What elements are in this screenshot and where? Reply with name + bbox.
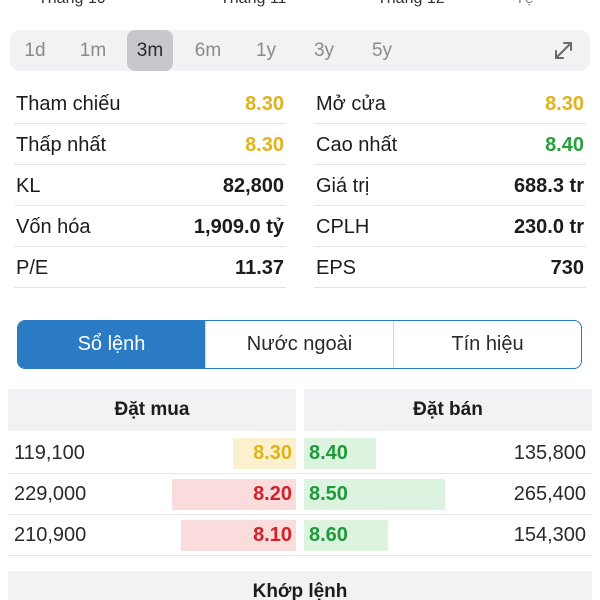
stat-label: Thấp nhất <box>16 134 107 156</box>
stats-row: Tham chiếu 8.30 Mở cửa 8.30 <box>0 84 600 125</box>
order-book-row[interactable]: 229,000 8.20 8.50 265,400 <box>0 475 600 515</box>
sell-depth-bar <box>304 520 388 551</box>
stat-label: CPLH <box>316 216 370 238</box>
sell-volume: 154,300 <box>513 524 586 546</box>
stats-row: P/E 11.37 EPS 730 <box>0 248 600 289</box>
stat-value-traded: Giá trị 688.3 tr <box>314 166 586 206</box>
sell-price: 8.50 <box>309 483 348 505</box>
chart-month-axis: Tháng 10 Tháng 11 Tháng 12 Tệ <box>0 0 600 10</box>
time-range-selector: 1d 1m 3m 6m 1y 3y 5y <box>10 30 590 71</box>
stat-volume: KL 82,800 <box>14 166 286 206</box>
sell-orders-header: Đặt bán <box>304 389 592 431</box>
tab-order-book[interactable]: Sổ lệnh <box>18 321 205 368</box>
month-label: Tháng 11 <box>220 0 286 8</box>
row-divider <box>8 514 592 515</box>
stat-high: Cao nhất 8.40 <box>314 125 586 165</box>
stat-value: 8.30 <box>245 134 284 156</box>
stat-value: 688.3 tr <box>513 175 584 197</box>
stat-label: Tham chiếu <box>16 93 121 115</box>
buy-depth-bar <box>181 520 296 551</box>
sell-price: 8.60 <box>309 524 348 546</box>
tab-signals[interactable]: Tín hiệu <box>393 321 581 368</box>
range-3y-button[interactable]: 3y <box>313 40 335 61</box>
buy-price: 8.10 <box>253 524 292 546</box>
sell-depth-bar <box>304 438 376 469</box>
range-1d-button[interactable]: 1d <box>24 40 46 61</box>
stat-label: KL <box>16 175 41 197</box>
stat-low: Thấp nhất 8.30 <box>14 125 286 165</box>
buy-orders-header: Đặt mua <box>8 389 296 431</box>
buy-price: 8.30 <box>253 442 292 464</box>
range-5y-button[interactable]: 5y <box>371 40 393 61</box>
stat-label: P/E <box>16 257 49 279</box>
stat-shares-outstanding: CPLH 230.0 tr <box>314 207 586 247</box>
stat-label: Giá trị <box>316 175 370 197</box>
stat-value: 1,909.0 tỷ <box>193 216 284 238</box>
row-divider <box>8 473 592 474</box>
stat-value: 8.30 <box>545 93 584 115</box>
month-label: Tháng 12 <box>377 0 445 8</box>
stat-reference: Tham chiếu 8.30 <box>14 84 286 124</box>
stat-value: 8.30 <box>245 93 284 115</box>
stats-row: KL 82,800 Giá trị 688.3 tr <box>0 166 600 207</box>
stat-open: Mở cửa 8.30 <box>314 84 586 124</box>
stat-label: Vốn hóa <box>16 216 91 238</box>
stat-value: 11.37 <box>235 257 284 279</box>
stat-pe: P/E 11.37 <box>14 248 286 288</box>
row-divider <box>8 555 592 556</box>
expand-arrows-icon[interactable] <box>553 40 574 61</box>
order-tabs: Sổ lệnh Nước ngoài Tín hiệu <box>17 320 582 369</box>
month-label: Tháng 10 <box>38 0 106 8</box>
range-6m-button[interactable]: 6m <box>194 40 222 61</box>
order-book-row[interactable]: 210,900 8.10 8.60 154,300 <box>0 516 600 556</box>
matched-orders-header: Khớp lệnh <box>8 571 592 600</box>
stat-label: EPS <box>316 257 357 279</box>
sell-price: 8.40 <box>309 442 348 464</box>
stat-value: 230.0 tr <box>513 216 584 238</box>
buy-depth-bar <box>172 479 296 510</box>
buy-depth-bar <box>233 438 296 469</box>
range-1y-button[interactable]: 1y <box>255 40 277 61</box>
sell-volume: 265,400 <box>513 483 586 505</box>
sell-depth-bar <box>304 479 445 510</box>
buy-volume: 119,100 <box>14 442 85 464</box>
stat-value: 82,800 <box>222 175 284 197</box>
stat-market-cap: Vốn hóa 1,909.0 tỷ <box>14 207 286 247</box>
stats-row: Vốn hóa 1,909.0 tỷ CPLH 230.0 tr <box>0 207 600 248</box>
stat-value: 730 <box>550 257 584 279</box>
month-label: Tệ <box>515 0 534 8</box>
stat-label: Mở cửa <box>316 93 386 115</box>
buy-volume: 210,900 <box>14 524 87 546</box>
stats-row: Thấp nhất 8.30 Cao nhất 8.40 <box>0 125 600 166</box>
range-1m-button[interactable]: 1m <box>79 40 107 61</box>
stat-eps: EPS 730 <box>314 248 586 288</box>
buy-volume: 229,000 <box>14 483 87 505</box>
tab-foreign[interactable]: Nước ngoài <box>205 321 393 368</box>
stat-label: Cao nhất <box>316 134 398 156</box>
range-3m-button[interactable]: 3m <box>127 30 173 71</box>
sell-volume: 135,800 <box>513 442 586 464</box>
order-book-row[interactable]: 119,100 8.30 8.40 135,800 <box>0 434 600 474</box>
buy-price: 8.20 <box>253 483 292 505</box>
stat-value: 8.40 <box>545 134 584 156</box>
